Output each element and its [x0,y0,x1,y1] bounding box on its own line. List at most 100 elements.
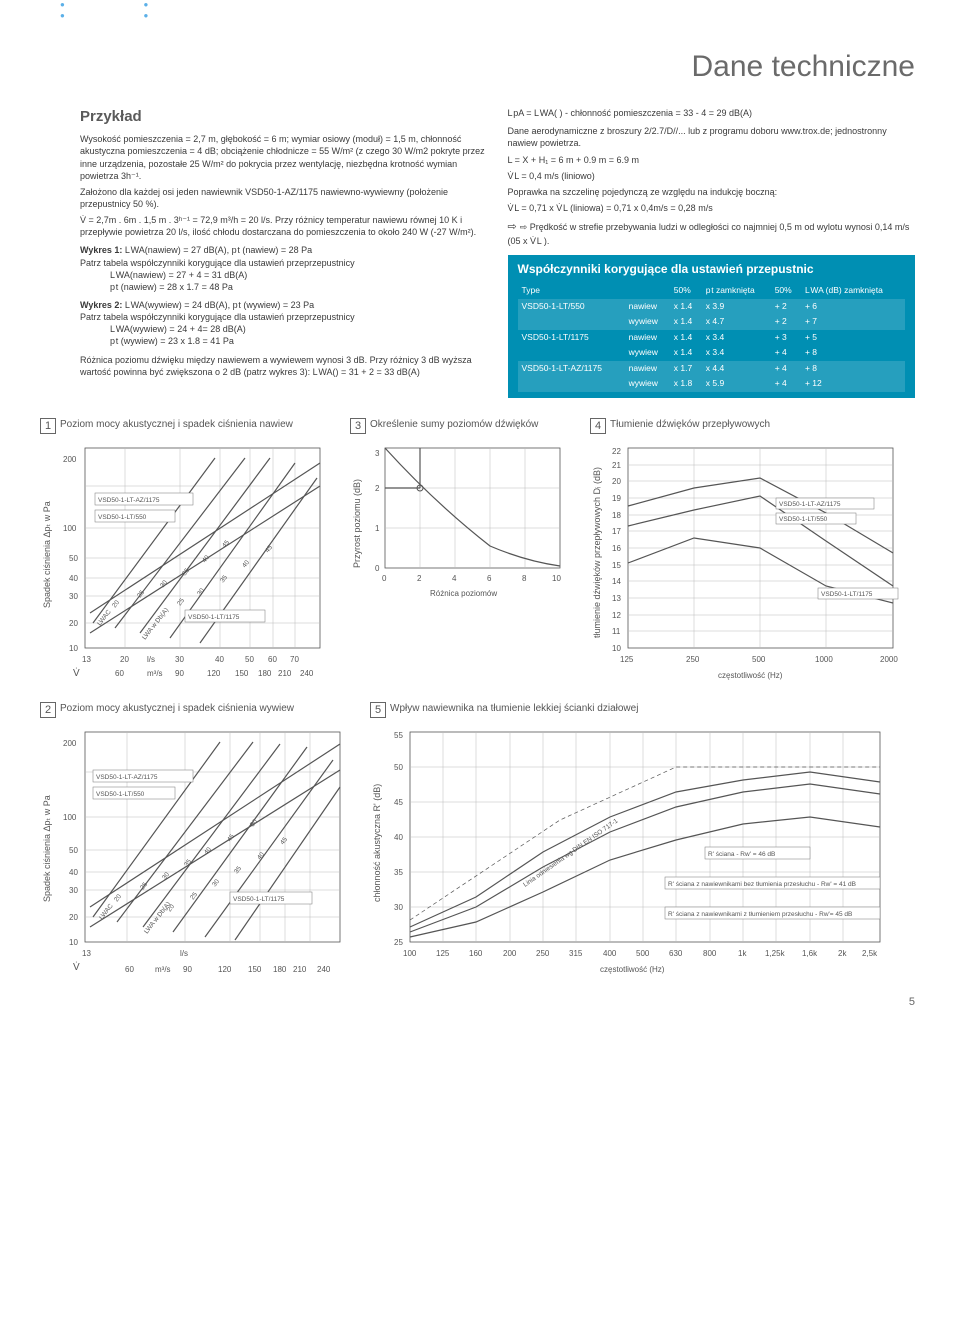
chart-5-note-2: R' ściana z nawiewnikami z tłumieniem pr… [668,911,852,918]
table-cell: + 4 [771,376,801,391]
wykres1-line3: L WA(nawiew) = 27 + 4 = 31 dB(A) [110,270,247,280]
svg-text:17: 17 [612,527,621,536]
svg-text:VSD50-1-LT/550: VSD50-1-LT/550 [96,791,145,798]
page-number: 5 [0,987,960,1030]
arrow-icon: ⇨ [508,221,520,233]
svg-text:500: 500 [636,949,650,958]
page-title: Dane techniczne [0,22,960,98]
svg-text:35: 35 [394,868,403,877]
chart-2-svg: Spadek ciśnienia Δpₜ w Pa [40,722,360,982]
svg-text:10: 10 [69,938,78,947]
table-cell: nawiew [625,330,670,345]
svg-text:30: 30 [161,871,171,881]
svg-text:180: 180 [258,669,272,678]
th-0: Type [518,283,625,298]
svg-text:30: 30 [175,655,184,664]
chart-2-title: Poziom mocy akustycznej i spadek ciśnien… [60,702,294,715]
table-cell: x 1.8 [670,376,702,391]
table-cell: x 1.4 [670,314,702,329]
table-cell: + 8 [801,345,905,360]
svg-text:500: 500 [752,655,766,664]
table-row: wywiewx 1.4x 3.4+ 4+ 8 [518,345,906,360]
table-cell: VSD50-1-LT/1175 [518,330,625,345]
rc-line-8: ⇨⇨ Prędkość w strefie przebywania ludzi … [508,220,916,247]
svg-text:90: 90 [183,965,192,974]
chart-1-number: 1 [40,418,56,434]
svg-text:55: 55 [394,731,403,740]
chart-3-xlabel: Różnica poziomów [430,589,497,598]
chart-3-svg: Przyrost poziomu (dB) 0 1 2 3 [350,438,580,608]
svg-text:20: 20 [111,598,121,608]
chart-4-title: Tłumienie dźwięków przepływowych [610,418,770,431]
svg-text:45: 45 [279,836,289,846]
table-cell: + 7 [801,314,905,329]
svg-text:60: 60 [125,965,134,974]
svg-text:120: 120 [207,669,221,678]
rc-line-5: Poprawka na szczelinę pojedynczą ze wzgl… [508,186,916,198]
svg-text:70: 70 [290,655,299,664]
svg-text:13: 13 [82,655,91,664]
svg-text:1k: 1k [738,949,747,958]
table-cell: nawiew [625,299,670,314]
svg-text:60: 60 [115,669,124,678]
svg-text:125: 125 [620,655,634,664]
chart-1-title: Poziom mocy akustycznej i spadek ciśnien… [60,418,293,431]
wykres1-block: Wykres 1: L WA(nawiew) = 27 dB(A), p t (… [80,244,488,293]
svg-text:2: 2 [417,574,422,583]
svg-text:16: 16 [612,544,621,553]
chart-1-ylabel: Spadek ciśnienia Δpₜ w Pa [42,501,52,608]
table-cell: + 5 [801,330,905,345]
table-cell: nawiew [625,361,670,376]
svg-text:35: 35 [219,573,229,583]
wykres1-line1: L WA(nawiew) = 27 dB(A), p t (nawiew) = … [125,245,312,255]
svg-text:30: 30 [69,592,78,601]
svg-text:100: 100 [63,813,77,822]
svg-text:150: 150 [235,669,249,678]
svg-text:0: 0 [375,564,380,573]
main-columns: Przykład Wysokość pomieszczenia = 2,7 m,… [0,107,960,397]
svg-text:60: 60 [268,655,277,664]
svg-text:30: 30 [211,878,221,888]
svg-text:10: 10 [612,644,621,653]
svg-text:250: 250 [536,949,550,958]
chart-5-xlabel: częstotliwość (Hz) [600,965,665,974]
table-cell: VSD50-1-LT-AZ/1175 [518,361,625,376]
example-heading: Przykład [80,107,488,127]
table-cell: wywiew [625,376,670,391]
svg-text:100: 100 [63,524,77,533]
wykres2-line3: L WA(wywiew) = 24 + 4= 28 dB(A) [110,324,246,334]
svg-text:14: 14 [612,577,621,586]
chart-1-title-row: 1 Poziom mocy akustycznej i spadek ciśni… [40,418,340,434]
svg-text:3: 3 [375,449,380,458]
svg-text:l/s: l/s [147,655,155,664]
chart-4: 4 Tłumienie dźwięków przepływowych tłumi… [590,418,910,693]
svg-text:l/s: l/s [180,949,188,958]
wykres2-block: Wykres 2: L WA(wywiew) = 24 dB(A), p t (… [80,299,488,348]
chart-3-title: Określenie sumy poziomów dźwięków [370,418,538,431]
chart-3-ylabel: Przyrost poziomu (dB) [352,479,362,568]
svg-text:21: 21 [612,461,621,470]
wykres2-label: Wykres 2: [80,300,122,310]
chart-3-number: 3 [350,418,366,434]
svg-text:315: 315 [569,949,583,958]
svg-text:4: 4 [452,574,457,583]
chart-4-xlabel: częstotliwość (Hz) [718,671,783,680]
table-cell: + 4 [771,361,801,376]
svg-text:VSD50-1-LT/550: VSD50-1-LT/550 [779,516,828,523]
header-dots: ● ●● ● [0,0,960,22]
example-line-3: V̇ = 2,7m . 6m . 1,5 m . 3ʰ⁻¹ = 72,9 m³/… [80,214,488,238]
svg-text:2000: 2000 [880,655,898,664]
table-cell: x 3.9 [702,299,771,314]
table-cell: + 6 [801,299,905,314]
table-cell: x 1.7 [670,361,702,376]
svg-text:45: 45 [226,833,236,843]
svg-text:240: 240 [317,965,331,974]
svg-text:30: 30 [69,886,78,895]
svg-text:120: 120 [218,965,232,974]
svg-text:50: 50 [69,846,78,855]
svg-text:200: 200 [63,739,77,748]
svg-text:45: 45 [394,798,403,807]
table-cell: x 1.4 [670,345,702,360]
svg-text:1: 1 [375,524,380,533]
svg-text:m³/s: m³/s [155,965,171,974]
